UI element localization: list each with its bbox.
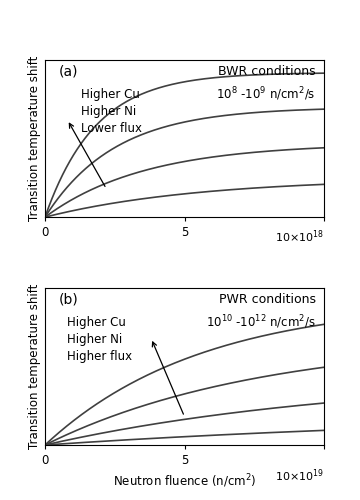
- Text: BWR conditions: BWR conditions: [218, 64, 316, 78]
- Y-axis label: Transition temperature shift: Transition temperature shift: [28, 56, 41, 222]
- Text: $10^{10}$ -$10^{12}$ n/cm$^2$/s: $10^{10}$ -$10^{12}$ n/cm$^2$/s: [206, 313, 316, 330]
- Text: $10{\times}10^{19}$: $10{\times}10^{19}$: [275, 467, 324, 483]
- Text: (a): (a): [59, 64, 78, 78]
- Text: Higher Cu
Higher Ni
Higher flux: Higher Cu Higher Ni Higher flux: [67, 316, 132, 363]
- Text: PWR conditions: PWR conditions: [219, 292, 316, 306]
- Y-axis label: Transition temperature shift: Transition temperature shift: [28, 284, 41, 449]
- X-axis label: Neutron fluence (n/cm$^2$): Neutron fluence (n/cm$^2$): [113, 472, 256, 490]
- Text: $10^8$ -$10^9$ n/cm$^2$/s: $10^8$ -$10^9$ n/cm$^2$/s: [216, 85, 316, 102]
- Text: Higher Cu
Higher Ni
Lower flux: Higher Cu Higher Ni Lower flux: [81, 88, 142, 136]
- Text: $10{\times}10^{18}$: $10{\times}10^{18}$: [275, 228, 324, 244]
- Text: (b): (b): [59, 292, 79, 306]
